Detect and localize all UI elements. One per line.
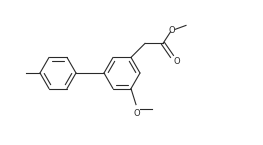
Text: O: O <box>174 57 181 66</box>
Text: O: O <box>134 109 140 118</box>
Text: O: O <box>169 26 175 35</box>
